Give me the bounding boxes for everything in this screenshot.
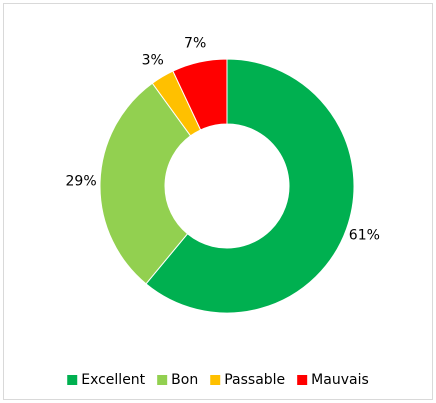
data-label: 61% xyxy=(349,227,380,243)
legend-swatch xyxy=(67,375,78,385)
legend-label: Passable xyxy=(224,372,285,388)
data-label: 7% xyxy=(184,36,206,52)
doughnut-slice xyxy=(172,58,228,131)
data-label: 29% xyxy=(66,173,97,189)
doughnut-slice xyxy=(145,58,355,314)
legend-label: Bon xyxy=(171,372,198,388)
legend-swatch xyxy=(210,375,221,385)
doughnut-slice xyxy=(99,82,192,285)
legend-label: Excellent xyxy=(81,372,145,388)
legend-swatch xyxy=(297,375,308,385)
legend-swatch xyxy=(157,375,168,385)
legend-label: Mauvais xyxy=(311,372,369,388)
data-label: 3% xyxy=(142,52,164,68)
